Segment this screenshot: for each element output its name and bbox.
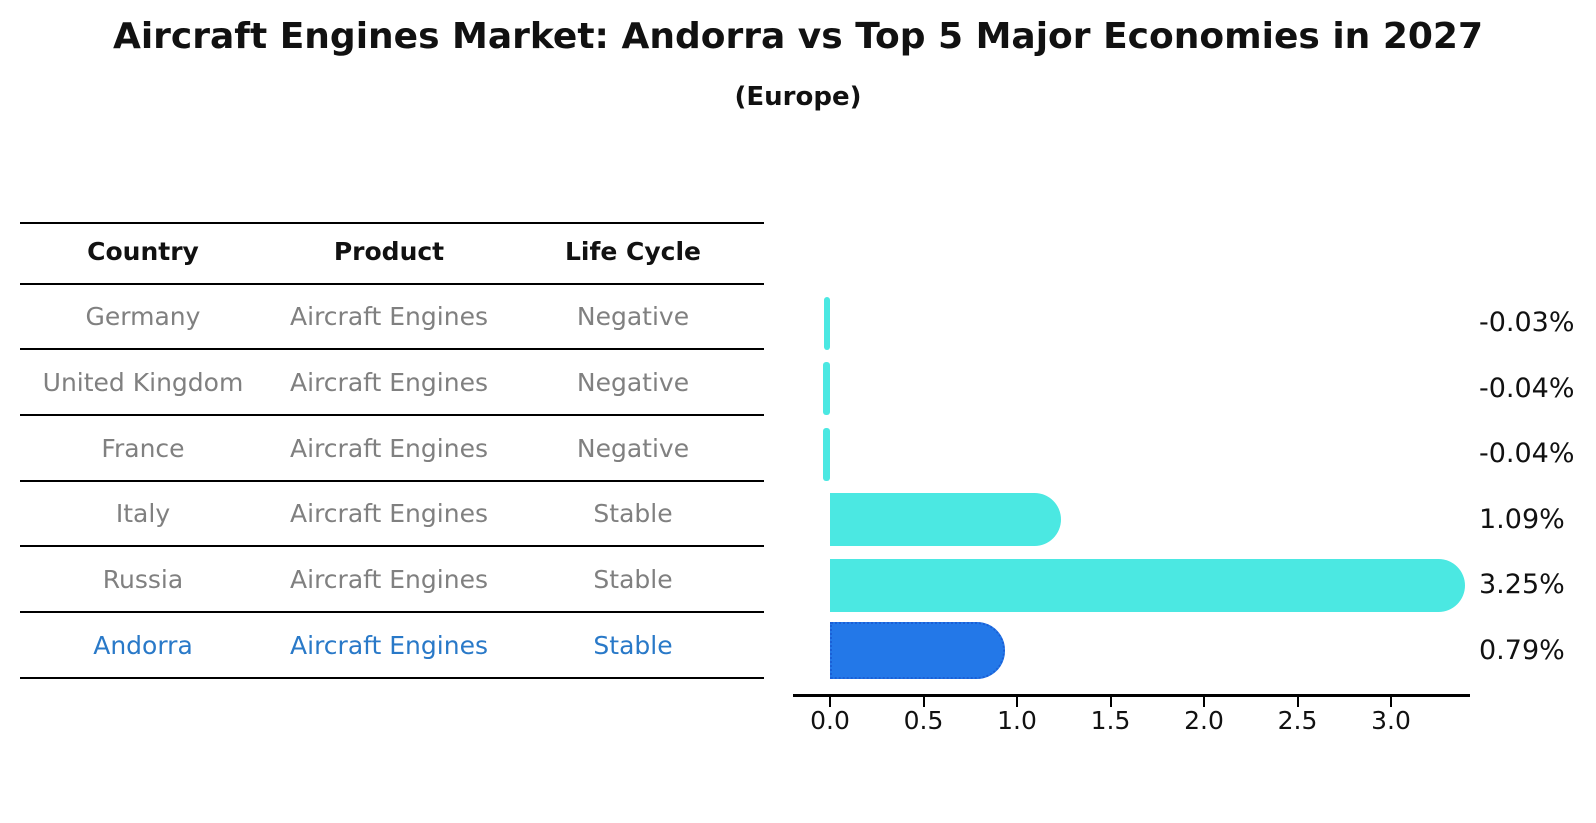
bar-france <box>822 427 830 481</box>
x-axis-tick-label: 0.5 <box>903 706 944 735</box>
table-cell-product: Aircraft Engines <box>290 433 488 463</box>
table-cell-lifecycle: Stable <box>593 499 673 529</box>
table-rule <box>20 348 764 350</box>
table-rule <box>20 677 764 679</box>
x-axis-tick <box>1109 697 1112 707</box>
x-axis-tick <box>1016 697 1018 707</box>
table-cell-product: Aircraft Engines <box>290 367 488 397</box>
x-axis-tick-label: 1.0 <box>997 706 1037 735</box>
table-cell-lifecycle: Negative <box>576 433 690 463</box>
table-cell-product: Aircraft Engines <box>290 499 488 529</box>
x-axis-tick <box>1203 697 1205 707</box>
x-axis-tick <box>1296 697 1299 707</box>
table-cell-lifecycle: Negative <box>576 367 690 397</box>
bar-italy <box>830 493 1061 546</box>
table-rule <box>20 611 764 613</box>
table-rule <box>20 545 764 547</box>
table-cell-lifecycle: Stable <box>593 631 673 660</box>
x-axis-tick <box>829 697 831 707</box>
table-rule <box>20 414 764 416</box>
bar-value-label: 1.09% <box>1479 503 1565 535</box>
table-header-lifecycle: Life Cycle <box>564 237 702 266</box>
table-cell-country: United Kingdom <box>42 367 244 397</box>
table-cell-product: Aircraft Engines <box>290 565 488 595</box>
x-axis-tick-label: 0.0 <box>810 706 850 735</box>
table-cell-country: France <box>101 433 185 463</box>
table-header-product: Product <box>333 237 445 266</box>
table-cell-lifecycle: Stable <box>593 565 673 595</box>
bar-germany <box>824 296 830 350</box>
table-rule <box>20 480 764 482</box>
chart-title: Aircraft Engines Market: Andorra vs Top … <box>112 16 1484 57</box>
x-axis-tick <box>922 697 925 707</box>
bar-value-label: -0.04% <box>1479 438 1575 469</box>
bar-value-label: 0.79% <box>1479 634 1565 666</box>
table-cell-country: Italy <box>115 499 171 529</box>
table-cell-product: Aircraft Engines <box>290 631 488 660</box>
table-cell-country: Germany <box>85 302 201 331</box>
table-cell-lifecycle: Negative <box>576 302 690 331</box>
table-rule <box>20 222 764 224</box>
table-cell-product: Aircraft Engines <box>290 302 488 331</box>
x-axis-tick <box>1390 697 1392 707</box>
x-axis-tick-label: 2.5 <box>1277 706 1318 735</box>
bar-value-label: -0.04% <box>1479 372 1575 404</box>
bar-united-kingdom <box>822 362 830 415</box>
table-cell-country: Andorra <box>93 631 193 660</box>
x-axis-tick-label: 2.0 <box>1184 706 1224 735</box>
x-axis-line <box>793 694 1470 697</box>
chart-subtitle: (Europe) <box>734 82 862 112</box>
table-rule <box>20 283 764 285</box>
table-cell-country: Russia <box>102 565 184 595</box>
x-axis-tick-label: 3.0 <box>1371 706 1411 735</box>
bar-russia <box>830 558 1465 612</box>
x-axis-tick-label: 1.5 <box>1090 706 1131 735</box>
bar-value-label: -0.03% <box>1479 307 1575 338</box>
bar-value-label: 3.25% <box>1479 569 1565 600</box>
table-header-country: Country <box>87 237 199 266</box>
bar-andorra <box>830 622 1005 679</box>
